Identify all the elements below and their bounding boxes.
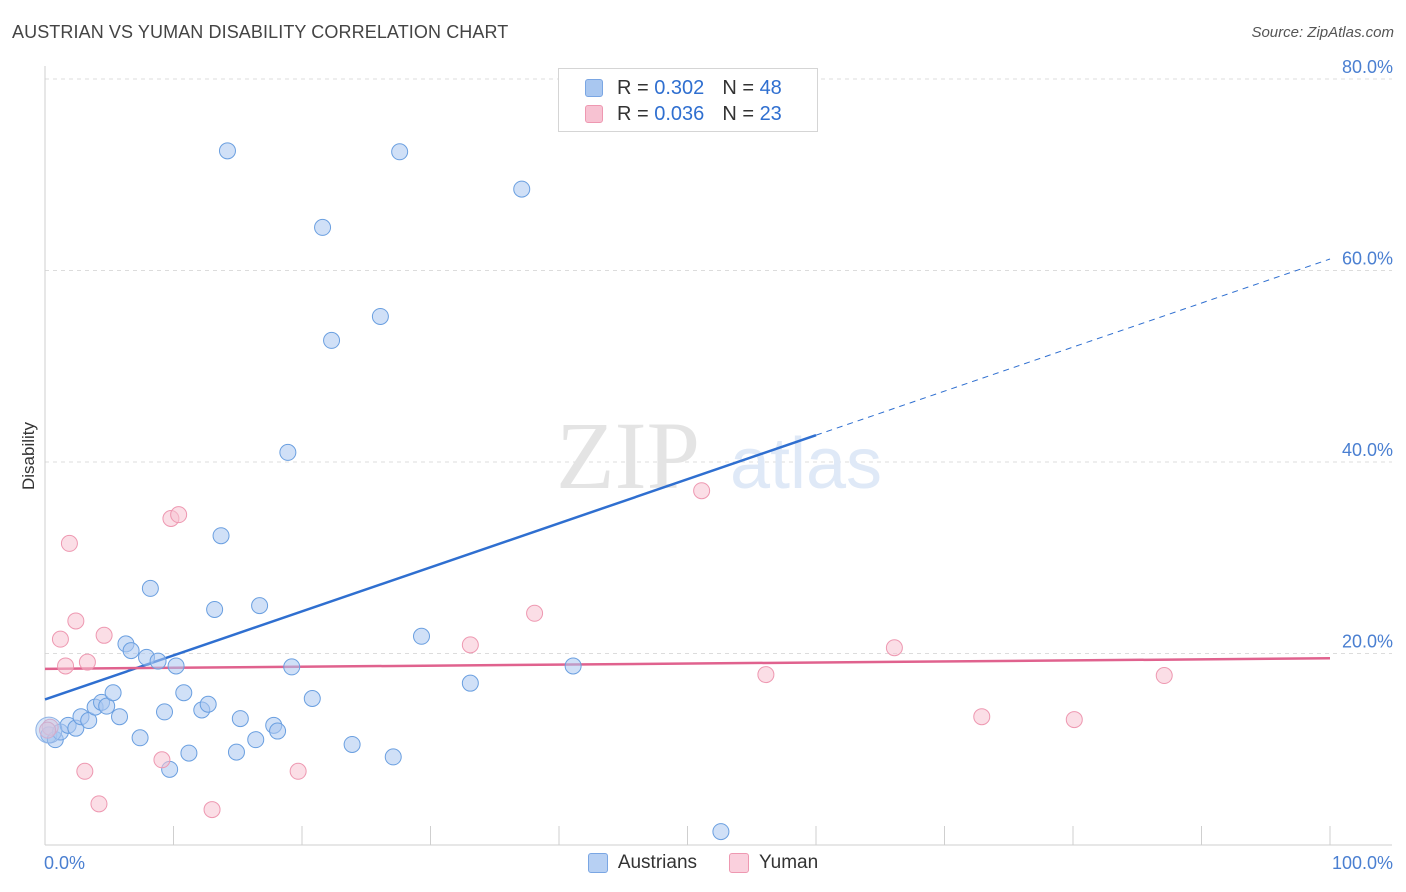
n-label: N = [722, 76, 754, 99]
n-value: 48 [759, 76, 782, 99]
yuman-trend-line [44, 657, 1331, 671]
y-tick-label-1: 40.0% [1342, 440, 1393, 460]
austrians-point-47 [712, 823, 730, 841]
yuman-point-15 [526, 604, 544, 622]
yuman-point-14 [461, 636, 479, 654]
austrians-point-27 [218, 142, 236, 160]
austrians-trend-extension [815, 258, 1331, 436]
source-label: Source: ZipAtlas.com [1251, 24, 1394, 41]
watermark: ZIP atlas [556, 402, 882, 509]
yuman-point-11 [170, 506, 188, 524]
austrians-point-38 [323, 331, 341, 349]
y-tick-label-0: 20.0% [1342, 632, 1393, 652]
austrians-point-16 [141, 579, 159, 597]
legend-swatch-austrians [585, 79, 603, 97]
austrians-point-17 [149, 652, 167, 670]
austrians-point-40 [371, 307, 389, 325]
r-value: 0.036 [654, 102, 705, 125]
austrians-point-cluster [35, 716, 63, 744]
austrians-point-36 [303, 690, 321, 708]
austrians-point-28 [227, 743, 245, 761]
austrians-point-39 [343, 735, 361, 753]
yuman-point-20 [1065, 711, 1083, 729]
austrians-point-34 [279, 443, 297, 461]
austrians-point-10 [104, 684, 122, 702]
austrians-point-44 [461, 674, 479, 692]
legend-label-austrians: Austrians [617, 852, 698, 873]
y-tick-label-3: 80.0% [1342, 57, 1393, 77]
legend-swatch-yuman [585, 105, 603, 123]
yuman-point-6 [78, 653, 96, 671]
legend-swatch-austrians [587, 853, 608, 873]
legend-row-austrians: R = 0.302 N = 48 [585, 76, 782, 100]
watermark-atlas: atlas [730, 424, 882, 504]
austrians-point-22 [180, 744, 198, 762]
n-value: 23 [759, 102, 782, 125]
austrians-point-21 [175, 684, 193, 702]
y-tick-label-2: 60.0% [1342, 249, 1393, 269]
chart-title: AUSTRIAN VS YUMAN DISABILITY CORRELATION… [12, 22, 509, 42]
austrians-point-30 [247, 731, 265, 749]
yuman-point-1 [51, 630, 69, 648]
yuman-point-4 [67, 612, 85, 630]
legend-label-yuman: Yuman [759, 852, 819, 873]
austrians-point-43 [413, 627, 431, 645]
n-label: N = [722, 102, 754, 125]
yuman-point-3 [60, 534, 78, 552]
austrians-point-24 [199, 695, 217, 713]
austrians-point-41 [384, 748, 402, 766]
yuman-point-12 [203, 801, 221, 819]
austrians-point-45 [513, 180, 531, 198]
trend-lines [44, 258, 1331, 701]
austrians-point-14 [131, 729, 149, 747]
yuman-point-17 [757, 666, 775, 684]
watermark-zip: ZIP [556, 402, 700, 509]
legend-item-yuman[interactable]: Yuman [729, 852, 818, 874]
yuman-point-7 [90, 795, 108, 813]
data-points [35, 142, 1173, 841]
x-tick-label-1: 100.0% [1332, 853, 1393, 873]
austrians-point-13 [122, 642, 140, 660]
austrians-point-42 [391, 143, 409, 161]
yuman-point-16 [693, 482, 711, 500]
austrians-point-26 [212, 527, 230, 545]
axes [44, 66, 1392, 846]
austrians-point-46 [564, 657, 582, 675]
austrians-point-20 [167, 657, 185, 675]
yuman-point-5 [76, 762, 94, 780]
series-legend: Austrians Yuman [0, 852, 1406, 874]
austrians-point-18 [156, 703, 174, 721]
yuman-point-19 [973, 708, 991, 726]
austrians-point-33 [269, 722, 287, 740]
austrians-point-37 [314, 218, 332, 236]
x-tick-label-0: 0.0% [44, 853, 85, 873]
yuman-point-18 [885, 639, 903, 657]
legend-row-yuman: R = 0.036 N = 23 [585, 102, 782, 126]
r-label: R = [617, 102, 649, 125]
austrians-point-31 [251, 597, 269, 615]
yuman-point-21 [1155, 667, 1173, 685]
y-axis-label: Disability [19, 421, 38, 490]
correlation-legend: R = 0.302 N = 48 R = 0.036 N = 23 [558, 68, 818, 132]
yuman-point-22 [39, 721, 57, 739]
r-label: R = [617, 76, 649, 99]
yuman-point-9 [153, 751, 171, 769]
austrians-point-29 [231, 710, 249, 728]
austrians-point-11 [111, 708, 129, 726]
austrians-point-25 [206, 600, 224, 618]
tick-labels: 20.0% 40.0% 60.0% 80.0% 0.0% 100.0% [44, 57, 1393, 873]
austrians-point-35 [283, 658, 301, 676]
austrians-trend-line [44, 434, 817, 701]
legend-swatch-yuman [729, 853, 750, 873]
yuman-point-2 [57, 657, 75, 675]
yuman-point-8 [95, 626, 113, 644]
r-value: 0.302 [654, 76, 705, 99]
yuman-point-13 [289, 762, 307, 780]
legend-item-austrians[interactable]: Austrians [587, 852, 698, 874]
gridlines [45, 78, 1392, 654]
